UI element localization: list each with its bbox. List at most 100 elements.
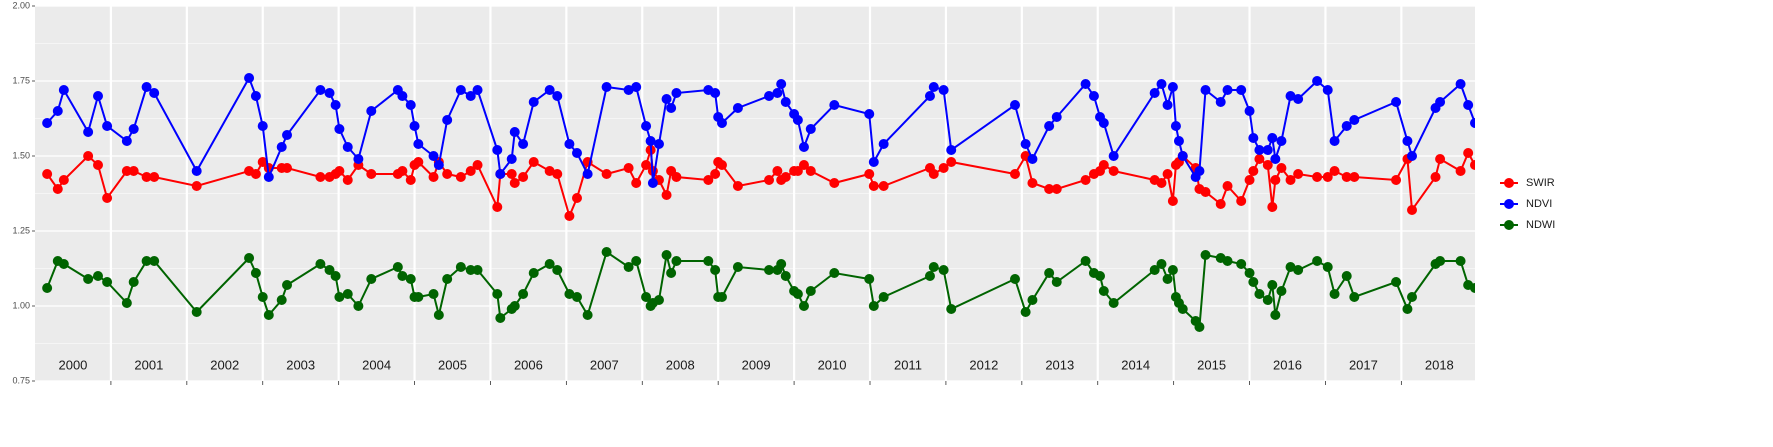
point bbox=[1435, 154, 1446, 164]
point bbox=[492, 289, 503, 299]
point bbox=[631, 178, 642, 188]
point bbox=[257, 121, 268, 131]
point bbox=[1167, 82, 1178, 92]
point bbox=[1177, 304, 1188, 314]
legend-point bbox=[1504, 220, 1514, 230]
point bbox=[413, 157, 424, 167]
point bbox=[564, 289, 575, 299]
point bbox=[1312, 76, 1323, 86]
point bbox=[1267, 202, 1278, 212]
point bbox=[582, 310, 593, 320]
point bbox=[465, 166, 476, 176]
point bbox=[1267, 280, 1278, 290]
point bbox=[1156, 259, 1167, 269]
point bbox=[506, 154, 517, 164]
point bbox=[1009, 100, 1020, 110]
year-label: 2011 bbox=[894, 357, 922, 372]
point bbox=[864, 169, 875, 179]
point bbox=[1391, 175, 1402, 185]
point bbox=[764, 91, 775, 101]
point bbox=[244, 253, 255, 263]
point bbox=[83, 151, 94, 161]
point bbox=[928, 82, 939, 92]
point bbox=[641, 121, 652, 131]
point bbox=[149, 256, 160, 266]
point bbox=[1329, 166, 1340, 176]
point bbox=[647, 178, 658, 188]
point bbox=[405, 100, 416, 110]
point bbox=[102, 277, 113, 287]
point bbox=[433, 310, 444, 320]
point bbox=[661, 250, 672, 260]
point bbox=[413, 292, 424, 302]
point bbox=[878, 292, 889, 302]
point bbox=[1391, 277, 1402, 287]
point bbox=[58, 259, 69, 269]
point bbox=[455, 262, 466, 272]
point bbox=[1262, 295, 1273, 305]
point bbox=[413, 139, 424, 149]
point bbox=[1293, 265, 1304, 275]
point bbox=[102, 121, 113, 131]
year-label: 2003 bbox=[286, 357, 315, 372]
point bbox=[1285, 262, 1296, 272]
point bbox=[1027, 178, 1038, 188]
point bbox=[149, 172, 160, 182]
point bbox=[191, 181, 202, 191]
point bbox=[780, 271, 791, 281]
point bbox=[315, 85, 326, 95]
legend-label: SWIR bbox=[1526, 177, 1555, 189]
point bbox=[764, 175, 775, 185]
point bbox=[263, 310, 274, 320]
point bbox=[495, 169, 506, 179]
point bbox=[1020, 139, 1031, 149]
point bbox=[792, 289, 803, 299]
point bbox=[428, 151, 439, 161]
point bbox=[528, 157, 539, 167]
point bbox=[666, 103, 677, 113]
point bbox=[1463, 100, 1474, 110]
point bbox=[1248, 133, 1259, 143]
point bbox=[544, 85, 555, 95]
point bbox=[661, 190, 672, 200]
point bbox=[1149, 265, 1160, 275]
point bbox=[552, 169, 563, 179]
point bbox=[776, 79, 787, 89]
point bbox=[868, 301, 879, 311]
point bbox=[780, 97, 791, 107]
point bbox=[671, 88, 682, 98]
point bbox=[1177, 151, 1188, 161]
point bbox=[366, 169, 377, 179]
point bbox=[564, 139, 575, 149]
point bbox=[83, 274, 94, 284]
year-label: 2009 bbox=[742, 357, 771, 372]
point bbox=[805, 124, 816, 134]
point bbox=[1455, 79, 1466, 89]
point bbox=[509, 178, 520, 188]
point bbox=[1293, 94, 1304, 104]
point bbox=[149, 88, 160, 98]
point bbox=[1162, 169, 1173, 179]
point bbox=[780, 172, 791, 182]
point bbox=[641, 292, 652, 302]
point bbox=[1312, 172, 1323, 182]
point bbox=[653, 139, 664, 149]
point bbox=[102, 193, 113, 203]
point bbox=[552, 265, 563, 275]
point bbox=[1406, 292, 1417, 302]
point bbox=[405, 175, 416, 185]
point bbox=[1222, 85, 1233, 95]
point bbox=[1162, 100, 1173, 110]
point bbox=[924, 271, 935, 281]
point bbox=[83, 127, 94, 137]
point bbox=[1009, 274, 1020, 284]
point bbox=[93, 160, 104, 170]
point bbox=[128, 277, 139, 287]
point bbox=[58, 175, 69, 185]
year-label: 2017 bbox=[1349, 357, 1378, 372]
point bbox=[1267, 133, 1278, 143]
point bbox=[1470, 160, 1475, 170]
point bbox=[798, 142, 809, 152]
point bbox=[864, 109, 875, 119]
y-tick-label: 0.75 bbox=[12, 375, 30, 385]
